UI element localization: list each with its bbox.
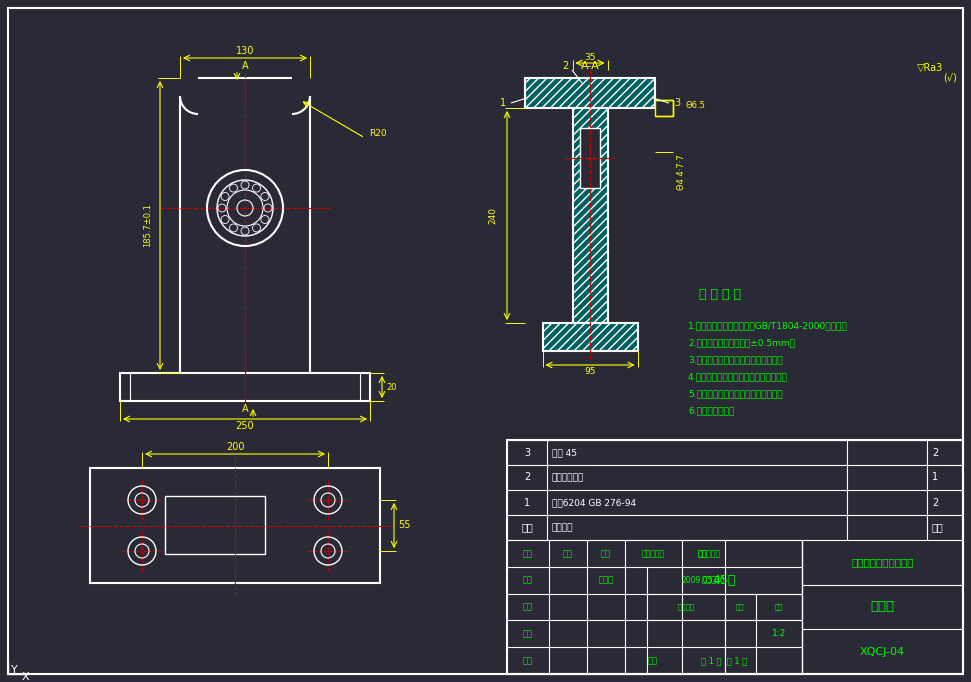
- Bar: [573, 108, 608, 323]
- Bar: [90, 468, 380, 583]
- Text: 轴承座: 轴承座: [870, 600, 894, 614]
- Bar: [165, 496, 265, 554]
- Text: 2: 2: [562, 61, 568, 71]
- Text: 年、月、日: 年、月、日: [697, 549, 720, 558]
- Text: 法兰 45: 法兰 45: [552, 448, 577, 457]
- Text: 1:2: 1:2: [772, 629, 786, 638]
- Text: 20: 20: [386, 383, 397, 391]
- Text: 数量: 数量: [932, 522, 944, 533]
- Text: 6.去除毛刺飞边。: 6.去除毛刺飞边。: [688, 406, 734, 415]
- Bar: [525, 78, 655, 108]
- Text: 250: 250: [236, 421, 254, 431]
- Text: 分区: 分区: [601, 549, 611, 558]
- Text: 设计: 设计: [523, 576, 533, 584]
- Text: 共 1 张  第 1 张: 共 1 张 第 1 张: [701, 656, 748, 665]
- Text: 更改文件号: 更改文件号: [642, 549, 664, 558]
- Text: 45钢: 45钢: [713, 574, 736, 587]
- Text: 4.铸件不许有裂纹、气孔、疏松等缺陷。: 4.铸件不许有裂纹、气孔、疏松等缺陷。: [688, 372, 787, 381]
- Text: R20: R20: [369, 128, 386, 138]
- Text: 技 术 要 求: 技 术 要 求: [699, 288, 741, 301]
- Text: 审核: 审核: [523, 629, 533, 638]
- Text: 2: 2: [932, 497, 938, 507]
- Text: A-A: A-A: [581, 61, 599, 71]
- Text: Y: Y: [11, 665, 17, 675]
- Text: 数量: 数量: [563, 549, 573, 558]
- Text: 零件名象: 零件名象: [552, 523, 574, 532]
- Text: 轴承6204 GB 276-94: 轴承6204 GB 276-94: [552, 498, 636, 507]
- Text: XQCJ-04: XQCJ-04: [860, 647, 905, 657]
- Text: 阶段标记: 阶段标记: [677, 604, 694, 610]
- Text: 3.加工后的零件不允许有毛刺、飞边。: 3.加工后的零件不允许有毛刺、飞边。: [688, 355, 783, 364]
- Text: 3: 3: [674, 98, 680, 108]
- Text: A: A: [242, 404, 249, 414]
- Text: 重量: 重量: [736, 604, 744, 610]
- Text: A: A: [242, 61, 249, 71]
- Text: 签名: 签名: [698, 549, 708, 558]
- Text: 周鹏飞: 周鹏飞: [598, 576, 614, 584]
- Text: 2009.05.30: 2009.05.30: [682, 576, 724, 584]
- Text: ▽Ra3: ▽Ra3: [917, 63, 943, 73]
- Text: 5.加工后的零件不允许有毛刺、飞边。: 5.加工后的零件不允许有毛刺、飞边。: [688, 389, 783, 398]
- Text: 标准化: 标准化: [701, 576, 717, 584]
- Text: 1.未注线性尺寸公差应符合GB/T1804-2000的要求。: 1.未注线性尺寸公差应符合GB/T1804-2000的要求。: [688, 321, 848, 331]
- Text: 240: 240: [488, 207, 497, 224]
- Bar: [543, 323, 638, 351]
- Text: 2: 2: [932, 447, 938, 458]
- Bar: [655, 100, 673, 116]
- Text: Θ4 4·7·7: Θ4 4·7·7: [677, 154, 686, 190]
- Text: 审核: 审核: [523, 602, 533, 612]
- Text: X: X: [21, 672, 29, 682]
- Text: 2: 2: [524, 473, 530, 482]
- Bar: [580, 128, 600, 188]
- Text: (√): (√): [943, 73, 957, 83]
- Text: 3: 3: [524, 447, 530, 458]
- Bar: [507, 440, 963, 674]
- Text: 河北科技大学理工学院: 河北科技大学理工学院: [852, 557, 914, 567]
- Bar: [120, 373, 370, 401]
- Text: 序号: 序号: [521, 522, 533, 533]
- Text: 1: 1: [524, 497, 530, 507]
- Text: 1: 1: [932, 473, 938, 482]
- Text: 轴承盖螺栓连: 轴承盖螺栓连: [552, 473, 585, 482]
- Text: 比例: 比例: [775, 604, 783, 610]
- Text: 工艺: 工艺: [523, 656, 533, 665]
- Text: 130: 130: [236, 46, 254, 56]
- Text: 200: 200: [225, 442, 245, 452]
- Text: 2.未注长度尺寸允许偏差±0.5mm。: 2.未注长度尺寸允许偏差±0.5mm。: [688, 338, 795, 348]
- Text: 1: 1: [500, 98, 506, 108]
- Text: 描图: 描图: [648, 656, 658, 665]
- Text: 35: 35: [585, 53, 596, 61]
- Text: 标记: 标记: [523, 549, 533, 558]
- Text: 55: 55: [398, 520, 411, 531]
- Text: 185.7±0.1: 185.7±0.1: [144, 203, 152, 248]
- Text: 95: 95: [585, 368, 596, 376]
- Text: Θ6.5: Θ6.5: [685, 100, 705, 110]
